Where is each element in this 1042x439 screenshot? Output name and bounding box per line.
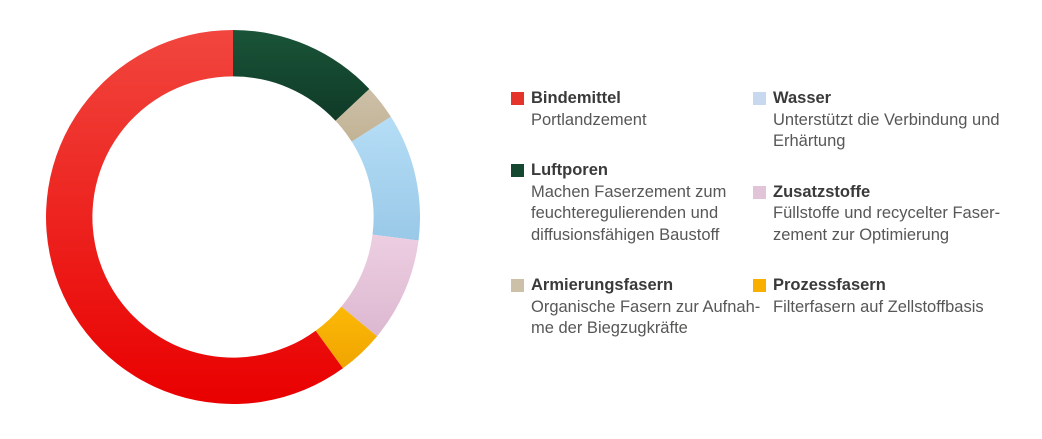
legend-description-line: Erhärtung bbox=[773, 132, 846, 150]
donut-chart bbox=[46, 30, 421, 404]
legend-text: Prozessfasern Filterfasern auf Zellstoffb… bbox=[773, 275, 984, 318]
legend-swatch-wasser bbox=[753, 92, 766, 105]
legend-description: Machen Faserzement zum feuchteregulierend… bbox=[531, 182, 726, 247]
legend-description-line: Organische Fasern zur Aufnah- bbox=[531, 297, 761, 316]
legend-description: Füllstoffe und recycelter Faser-zement z… bbox=[773, 203, 1000, 246]
legend-description-line: Unterstützt die Verbindung und bbox=[773, 110, 1000, 129]
legend-text: Bindemittel Portlandzement bbox=[531, 88, 647, 131]
legend-text: Wasser Unterstützt die Verbindung und Erhä… bbox=[773, 88, 1000, 153]
legend-title: Wasser bbox=[773, 89, 832, 107]
donut-segment-wasser bbox=[351, 116, 421, 241]
legend-column-left: Bindemittel Portlandzement Luftporen Machen… bbox=[511, 88, 760, 369]
legend-description-line: Filterfasern auf Zellstoffbasis bbox=[773, 297, 984, 316]
legend-description: Organische Fasern zur Aufnah-me der Bieg… bbox=[531, 297, 760, 340]
legend-description-line: me der Biegzugkräfte bbox=[531, 319, 688, 337]
legend-item-zusatzstoffe: Zusatzstoffe Füllstoffe und recycelter Fa… bbox=[753, 182, 1000, 247]
legend-description: Portlandzement bbox=[531, 110, 647, 132]
legend-description-line: Portlandzement bbox=[531, 110, 647, 129]
legend-item-wasser: Wasser Unterstützt die Verbindung und Erhä… bbox=[753, 88, 1000, 153]
legend-title: Armierungsfasern bbox=[531, 276, 674, 294]
legend-item-armierungsfasern: Armierungsfasern Organische Fasern zur Au… bbox=[511, 275, 760, 340]
legend-swatch-zusatzstoffe bbox=[753, 185, 766, 199]
legend-description-line: diffusionsfähigen Baustoff bbox=[531, 225, 720, 244]
donut-segment-luftporen bbox=[233, 30, 370, 121]
legend-description-line: Füllstoffe und recycelter Faser- bbox=[773, 204, 1001, 222]
legend-item-bindemittel: Bindemittel Portlandzement bbox=[511, 88, 760, 131]
legend-swatch-armierungsfasern bbox=[511, 279, 524, 292]
donut-segment-bindemittel bbox=[46, 30, 343, 404]
legend-title: Bindemittel bbox=[531, 89, 621, 107]
legend-item-luftporen: Luftporen Machen Faserzement zum feuchtere… bbox=[511, 160, 760, 246]
donut-segment-prozessfasern bbox=[315, 306, 378, 369]
legend-title: Prozessfasern bbox=[773, 276, 886, 294]
legend-description-line: feuchteregulierenden und bbox=[531, 204, 719, 222]
donut-chart-svg bbox=[46, 30, 421, 404]
legend-description-line: zement zur Optimierung bbox=[773, 225, 950, 244]
legend-text: Luftporen Machen Faserzement zum feuchtere… bbox=[531, 160, 726, 246]
legend-description-line: Machen Faserzement zum bbox=[531, 182, 727, 201]
donut-segment-armierungsfasern bbox=[335, 88, 391, 142]
legend-column-right: Wasser Unterstützt die Verbindung und Erhä… bbox=[753, 88, 1000, 347]
legend-swatch-prozessfasern bbox=[753, 279, 766, 292]
legend-title: Luftporen bbox=[531, 161, 608, 179]
legend-swatch-luftporen bbox=[511, 164, 524, 177]
legend-description: Filterfasern auf Zellstoffbasis bbox=[773, 297, 984, 319]
legend-title: Zusatzstoffe bbox=[773, 182, 871, 201]
legend-item-prozessfasern: Prozessfasern Filterfasern auf Zellstoffb… bbox=[753, 275, 1000, 318]
legend-text: Zusatzstoffe Füllstoffe und recycelter Fa… bbox=[773, 182, 1000, 247]
legend-description: Unterstützt die Verbindung und Erhärtung bbox=[773, 110, 1000, 153]
legend-text: Armierungsfasern Organische Fasern zur Au… bbox=[531, 275, 760, 340]
donut-segment-zusatzstoffe bbox=[341, 234, 419, 337]
legend-swatch-bindemittel bbox=[511, 92, 524, 105]
